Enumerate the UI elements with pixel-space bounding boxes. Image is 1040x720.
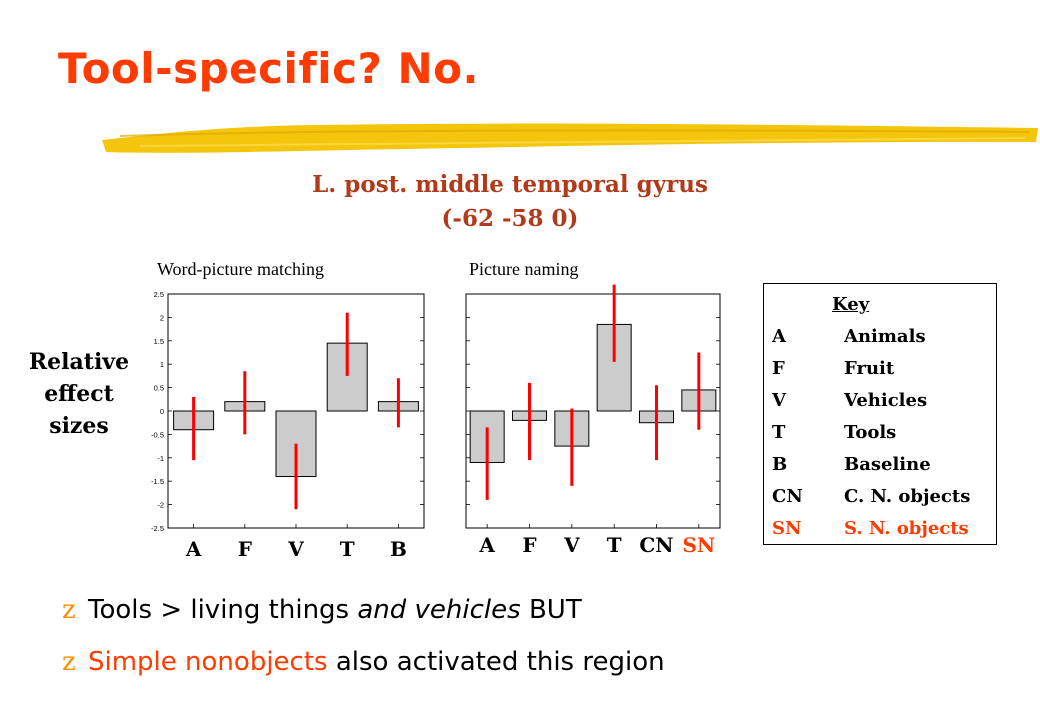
key-code: A <box>772 326 786 347</box>
wpm-y-tick-label: 1.5 <box>154 337 164 346</box>
key-label: Vehicles <box>844 390 928 411</box>
key-heading: Key <box>832 294 870 315</box>
wpm-y-tick-label: 1 <box>160 360 164 369</box>
bullet-2-text: also activated this region <box>327 647 665 677</box>
key-label: Baseline <box>844 454 931 475</box>
pn-plot-frame <box>465 293 721 529</box>
title-underline-brush <box>102 123 1038 153</box>
bullet-2-highlight: Simple nonobjects <box>88 647 328 677</box>
wpm-category-label-v: V <box>287 537 304 561</box>
pn-category-label-v: V <box>563 533 580 557</box>
key-code: V <box>772 390 786 411</box>
key-label: S. N. objects <box>844 518 969 539</box>
bullet-1: z Tools > living things and vehicles BUT <box>62 588 665 640</box>
wpm-category-label-a: A <box>185 537 202 561</box>
key-legend: Key A Animals F Fruit V Vehicles T Tools… <box>763 283 997 545</box>
wpm-y-tick-label: 0 <box>160 407 164 416</box>
key-code: CN <box>772 486 803 507</box>
y-axis-label: Relative effect sizes <box>20 346 138 442</box>
key-code: SN <box>772 518 802 539</box>
key-label: Tools <box>844 422 897 443</box>
slide-title: Tool-specific? No. <box>58 44 479 93</box>
wpm-category-label-t: T <box>340 537 355 561</box>
wpm-y-tick-label: -0.5 <box>151 430 164 439</box>
key-label: Animals <box>844 326 926 347</box>
bullet-marker-icon: z <box>62 647 76 677</box>
pn-category-label-t: T <box>607 533 622 557</box>
wpm-category-label-b: B <box>390 537 407 561</box>
y-axis-label-line2: effect <box>44 381 114 407</box>
bullet-list: z Tools > living things and vehicles BUT … <box>62 588 665 692</box>
wpm-y-tick-label: -1 <box>157 454 164 463</box>
y-axis-label-line3: sizes <box>49 413 109 439</box>
key-code: B <box>772 454 788 475</box>
chart-title: L. post. middle temporal gyrus (-62 -58 … <box>300 168 720 236</box>
chart-title-coordinates: (-62 -58 0) <box>441 205 579 232</box>
wpm-y-tick-label: -1.5 <box>151 477 164 486</box>
bullet-1-text-a: Tools > living things <box>88 595 358 625</box>
pn-category-label-f: F <box>522 533 536 557</box>
bar-charts: 2.5 2 1.5 1 0.5 0 -0.5 -1 -1.5 -2 -2.5 A F V T B A F V T CN S… <box>151 284 721 561</box>
panel-title-word-picture: Word-picture matching <box>157 259 324 279</box>
bullet-1-text-b: BUT <box>520 595 582 625</box>
wpm-y-tick-label: 0.5 <box>154 384 164 393</box>
key-code: F <box>772 358 785 379</box>
wpm-y-tick-label: -2 <box>157 501 164 510</box>
key-code: T <box>772 422 786 443</box>
wpm-y-tick-label: 2.5 <box>154 290 164 299</box>
wpm-y-tick-label: -2.5 <box>151 524 164 533</box>
bullet-marker-icon: z <box>62 595 76 625</box>
panel-title-picture-naming: Picture naming <box>469 259 579 279</box>
chart-title-region: L. post. middle temporal gyrus <box>312 171 708 198</box>
wpm-y-tick-label: 2 <box>160 313 164 322</box>
bullet-1-italic: and vehicles <box>357 595 521 625</box>
pn-category-label-a: A <box>478 533 495 557</box>
key-label: C. N. objects <box>844 486 971 507</box>
wpm-category-label-f: F <box>238 537 252 561</box>
y-axis-label-line1: Relative <box>28 349 130 375</box>
pn-category-label-sn: SN <box>682 533 715 557</box>
bullet-2: z Simple nonobjects also activated this r… <box>62 640 665 692</box>
key-label: Fruit <box>844 358 895 379</box>
pn-category-label-cn: CN <box>639 533 673 557</box>
